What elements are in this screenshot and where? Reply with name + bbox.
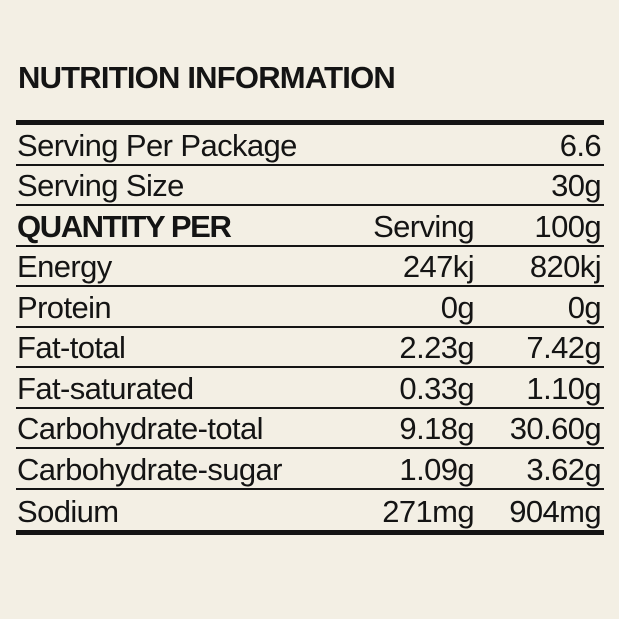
nutrient-row-fat-total: Fat-total 2.23g 7.42g <box>16 328 604 368</box>
nutrition-title: NUTRITION INFORMATION <box>18 60 396 95</box>
nutrient-name: Fat-saturated <box>17 370 194 406</box>
nutrient-per-serving: 247kj <box>402 249 475 284</box>
nutrient-name: Carbohydrate-sugar <box>17 451 283 487</box>
nutrient-per-serving: 2.23g <box>399 330 474 365</box>
nutrient-row-energy: Energy 247kj 820kj <box>16 247 604 287</box>
nutrient-name: Carbohydrate-total <box>17 411 264 446</box>
quantity-per-header: QUANTITY PER <box>17 208 232 244</box>
serving-per-package-label: Serving Per Package <box>17 127 297 163</box>
nutrient-per-100g: 0g <box>567 289 602 325</box>
serving-per-package-value: 6.6 <box>559 127 602 163</box>
per-100g-header: 100g <box>534 208 601 244</box>
column-header-row: QUANTITY PER Serving 100g <box>16 206 604 247</box>
nutrient-per-serving: 1.09g <box>399 451 474 487</box>
nutrient-row-carbohydrate-sugar: Carbohydrate-sugar 1.09g 3.62g <box>16 449 604 490</box>
nutrient-row-fat-saturated: Fat-saturated 0.33g 1.10g <box>16 368 604 409</box>
nutrient-per-serving: 0g <box>440 289 475 325</box>
nutrient-row-sodium: Sodium 271mg 904mg <box>16 490 604 531</box>
nutrient-per-serving: 0.33g <box>399 370 474 406</box>
per-serving-header: Serving <box>373 208 475 244</box>
nutrient-per-100g: 7.42g <box>526 330 601 365</box>
nutrient-row-carbohydrate-total: Carbohydrate-total 9.18g 30.60g <box>16 409 604 449</box>
nutrient-per-100g: 904mg <box>509 494 601 529</box>
nutrient-per-100g: 3.62g <box>526 451 601 487</box>
nutrient-per-100g: 1.10g <box>526 370 601 406</box>
nutrient-name: Sodium <box>17 494 119 529</box>
serving-size-label: Serving Size <box>17 168 184 203</box>
serving-size-row: Serving Size 30g <box>16 166 604 206</box>
nutrient-per-serving: 271mg <box>382 494 474 529</box>
nutrient-per-100g: 820kj <box>529 249 602 284</box>
nutrient-name: Protein <box>17 289 112 325</box>
nutrient-row-protein: Protein 0g 0g <box>16 287 604 328</box>
nutrient-name: Energy <box>17 249 112 284</box>
serving-size-value: 30g <box>551 168 602 203</box>
nutrient-name: Fat-total <box>17 330 126 365</box>
nutrient-per-100g: 30.60g <box>509 411 602 446</box>
nutrition-table: Serving Per Package 6.6 Serving Size 30g… <box>16 120 604 535</box>
serving-per-package-row: Serving Per Package 6.6 <box>16 125 604 166</box>
nutrient-per-serving: 9.18g <box>399 411 474 446</box>
